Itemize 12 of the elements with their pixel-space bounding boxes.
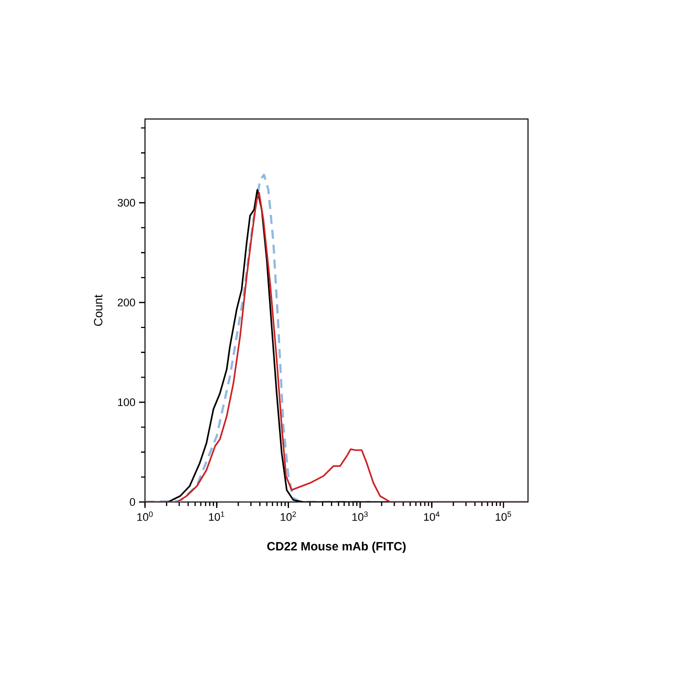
y-tick-label: 300 [118,198,136,207]
x-tick-label: 10$^{3}$ [352,511,368,521]
y-tick-label: 0 [130,498,136,506]
x-tick-label: 10$^{2}$ [280,511,296,521]
x-axis-title: CD22 Mouse mAb (FITC) [267,542,406,553]
y-tick-label: 100 [118,398,136,406]
x-tick-label: 10$^{1}$ [209,511,224,521]
x-tick-label: 10$^{4}$ [424,511,440,521]
y-axis-title: Count [94,294,102,326]
x-tick-label: 10$^{5}$ [496,511,512,521]
y-tick-label: 200 [118,298,136,306]
x-tick-label: 10$^{0}$ [137,511,153,521]
